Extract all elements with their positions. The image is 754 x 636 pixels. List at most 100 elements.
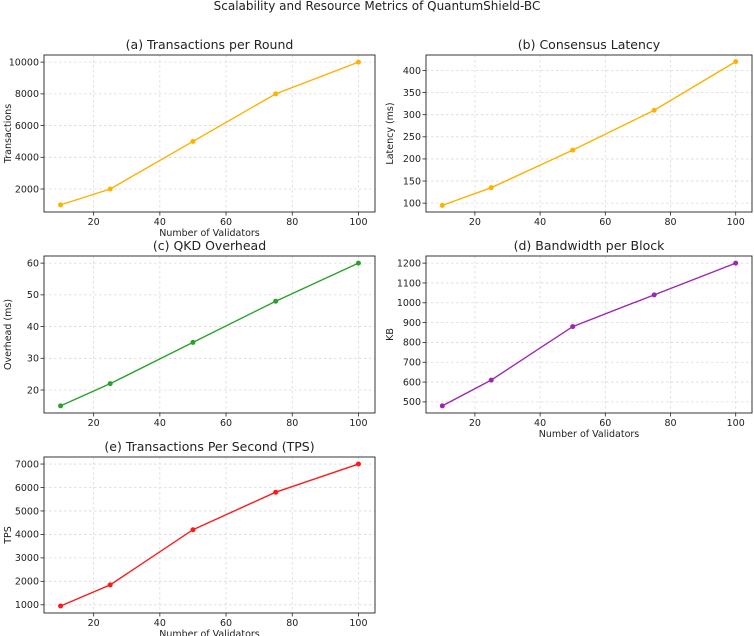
y-tick-label: 300	[403, 110, 421, 121]
data-point	[273, 91, 279, 97]
chart-title: (b) Consensus Latency	[518, 37, 661, 52]
plot-frame	[43, 255, 376, 414]
x-tick-label: 40	[154, 217, 166, 228]
y-tick-label: 4000	[15, 530, 39, 541]
y-tick-label: 800	[403, 338, 421, 349]
chart-panel-2: 20 40 60 80 100 100 150 200 250 300 350 400 (b) Cons…	[385, 37, 753, 228]
data-point	[355, 461, 361, 467]
y-tick-label: 700	[403, 358, 421, 369]
y-tick-label: 50	[27, 290, 39, 301]
y-tick-label: 900	[403, 318, 421, 329]
data-point	[733, 260, 739, 266]
data-point	[107, 186, 113, 192]
x-tick-label: 80	[286, 217, 298, 228]
y-axis-label: Overhead (ms)	[3, 299, 14, 370]
x-tick-label: 20	[88, 217, 100, 228]
y-tick-label: 250	[403, 132, 421, 143]
y-tick-label: 4000	[15, 153, 39, 164]
chart-panel-5: 20 40 60 80 100 1000 2000 3000 4000 5000 6000 7000 (…	[3, 439, 376, 636]
figure-title: Scalability and Resource Metrics of Quan…	[214, 0, 541, 13]
data-point	[58, 403, 64, 409]
y-tick-label: 8000	[15, 89, 39, 100]
x-tick-label: 40	[154, 418, 166, 429]
x-tick-label: 40	[534, 217, 546, 228]
data-point	[273, 489, 279, 495]
y-tick-label: 1200	[397, 258, 421, 269]
x-axis-label: Number of Validators	[159, 629, 260, 636]
y-axis-label: KB	[385, 328, 396, 341]
x-tick-label: 100	[349, 618, 367, 629]
chart-panel-3: 20 40 60 80 100 20 30 40 50 60 (c) QKD Overhead Ove…	[3, 238, 376, 429]
x-tick-label: 60	[220, 618, 232, 629]
x-tick-label: 100	[349, 217, 367, 228]
x-axis-label: Number of Validators	[539, 429, 640, 440]
y-tick-label: 3000	[15, 553, 39, 564]
x-tick-label: 20	[88, 418, 100, 429]
y-tick-label: 200	[403, 154, 421, 165]
plot-frame	[43, 456, 376, 614]
x-tick-label: 80	[286, 618, 298, 629]
data-point	[58, 603, 64, 609]
chart-panel-4: 20 40 60 80 100 500 600 700 800 900 1000 1100 1200 (d…	[385, 238, 753, 440]
x-tick-label: 100	[349, 418, 367, 429]
x-axis-label: Number of Validators	[159, 228, 260, 239]
y-tick-label: 2000	[15, 184, 39, 195]
y-axis-label: TPS	[3, 526, 14, 545]
y-tick-label: 6000	[15, 483, 39, 494]
series-line	[441, 262, 736, 407]
chart-panels: 20 40 60 80 100 2000 4000 6000 8000 10000 (a) Tran…	[3, 37, 753, 636]
x-tick-label: 80	[286, 418, 298, 429]
data-point	[58, 202, 64, 208]
y-tick-label: 600	[403, 377, 421, 388]
y-tick-label: 350	[403, 88, 421, 99]
y-tick-label: 10000	[9, 57, 39, 68]
chart-panel-1: 20 40 60 80 100 2000 4000 6000 8000 10000 (a) Tran…	[3, 37, 376, 239]
chart-title: (e) Transactions Per Second (TPS)	[104, 439, 314, 454]
data-point	[190, 138, 196, 144]
y-tick-label: 7000	[15, 459, 39, 470]
data-point	[488, 185, 494, 191]
chart-title: (d) Bandwidth per Block	[514, 238, 665, 253]
data-point	[570, 147, 576, 153]
data-point	[190, 339, 196, 345]
data-point	[651, 107, 657, 113]
x-tick-label: 80	[664, 217, 676, 228]
x-tick-label: 60	[220, 418, 232, 429]
data-point	[488, 377, 494, 383]
plot-frame	[425, 54, 753, 213]
x-tick-label: 100	[727, 418, 745, 429]
data-point	[355, 59, 361, 65]
y-tick-label: 1100	[397, 278, 421, 289]
plot-frame	[425, 255, 753, 414]
x-tick-label: 40	[154, 618, 166, 629]
data-point	[355, 260, 361, 266]
chart-title: (c) QKD Overhead	[153, 238, 266, 253]
y-tick-label: 40	[27, 322, 39, 333]
y-tick-label: 500	[403, 397, 421, 408]
y-axis-label: Transactions	[3, 104, 14, 164]
data-point	[273, 298, 279, 304]
y-tick-label: 30	[27, 354, 39, 365]
y-tick-label: 60	[27, 258, 39, 269]
y-tick-label: 5000	[15, 506, 39, 517]
series-line	[60, 61, 359, 206]
x-tick-label: 20	[469, 217, 481, 228]
y-tick-label: 100	[403, 198, 421, 209]
y-tick-label: 400	[403, 66, 421, 77]
data-point	[107, 582, 113, 588]
y-tick-label: 20	[27, 385, 39, 396]
series-line	[60, 262, 359, 407]
data-point	[570, 324, 576, 330]
x-tick-label: 60	[599, 418, 611, 429]
x-tick-label: 80	[664, 418, 676, 429]
data-point	[107, 381, 113, 387]
data-point	[190, 527, 196, 533]
chart-title: (a) Transactions per Round	[126, 37, 294, 52]
series-line	[442, 61, 737, 207]
x-tick-label: 60	[220, 217, 232, 228]
y-tick-label: 2000	[15, 577, 39, 588]
x-tick-label: 20	[88, 618, 100, 629]
data-point	[651, 292, 657, 298]
y-tick-label: 1000	[397, 298, 421, 309]
